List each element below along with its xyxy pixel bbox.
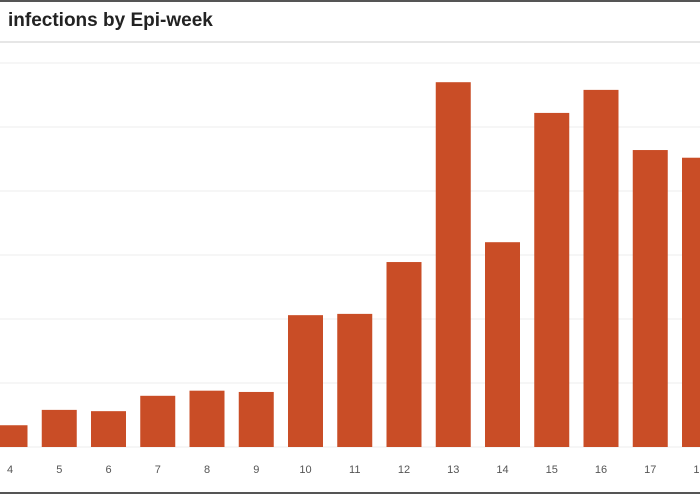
bar	[386, 262, 422, 447]
x-tick-label: 9	[253, 464, 259, 476]
x-tick-label: 18	[693, 464, 700, 476]
x-tick-label: 12	[398, 464, 410, 476]
x-tick-label: 7	[155, 464, 161, 476]
x-tick-label: 14	[496, 464, 508, 476]
bar	[41, 409, 77, 447]
x-tick-label: 10	[299, 464, 311, 476]
x-tick-label: 11	[349, 464, 360, 476]
bar	[238, 391, 274, 447]
chart-title: infections by Epi-week	[8, 10, 213, 31]
x-tick-label: 4	[7, 464, 13, 476]
bar	[682, 157, 700, 447]
bar	[583, 89, 619, 447]
bar	[0, 425, 28, 447]
bar	[337, 313, 373, 447]
bar	[288, 315, 323, 447]
bar	[91, 411, 126, 447]
x-tick-label: 6	[105, 464, 111, 476]
x-tick-label: 15	[546, 464, 558, 476]
x-tick-label: 8	[204, 464, 210, 476]
x-tick-label: 13	[447, 464, 459, 476]
bar	[632, 150, 668, 448]
bar	[140, 395, 176, 447]
bar	[534, 112, 570, 448]
bar	[189, 390, 225, 447]
bar	[435, 82, 471, 447]
x-tick-label: 16	[595, 464, 607, 476]
bar	[485, 242, 520, 447]
x-tick-label: 17	[644, 464, 656, 476]
x-tick-label: 5	[56, 464, 62, 476]
